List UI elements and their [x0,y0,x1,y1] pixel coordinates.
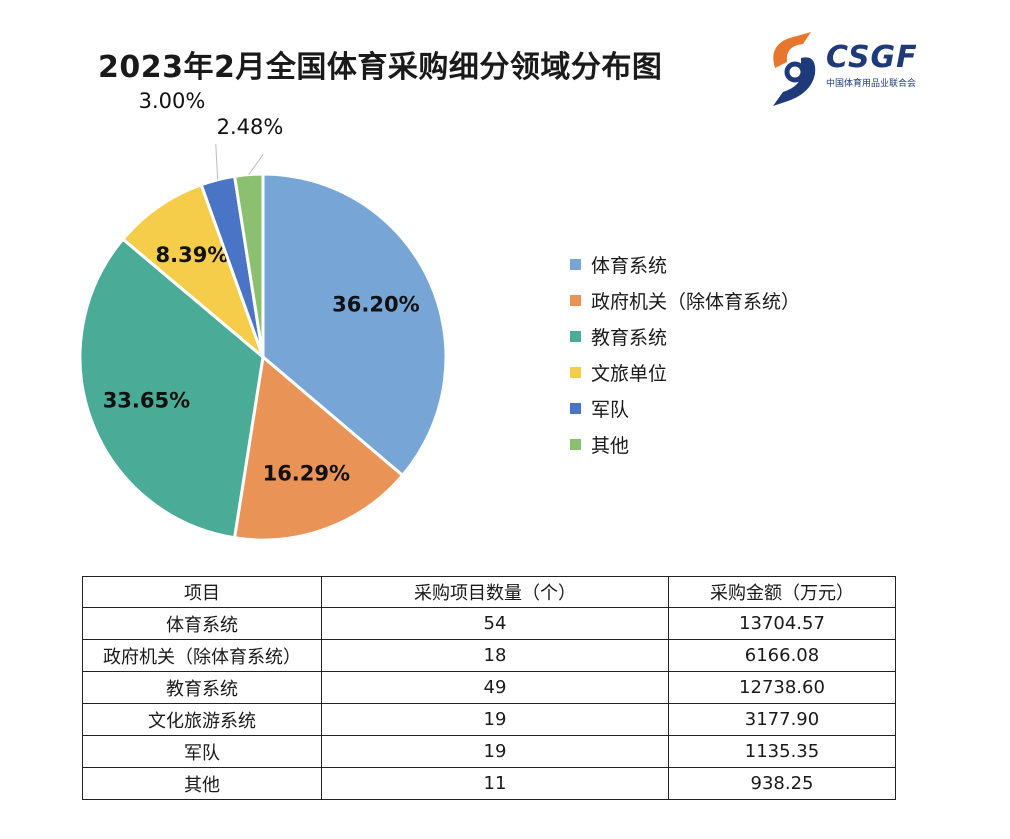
cell-item: 体育系统 [83,608,322,640]
legend-swatch [570,367,581,378]
header-item: 项目 [83,577,322,608]
table-row: 体育系统 54 13704.57 [83,608,896,640]
cell-count: 19 [322,736,669,768]
legend-item: 政府机关（除体育系统） [570,282,800,318]
cell-amount: 3177.90 [669,704,896,736]
legend-item: 教育系统 [570,318,800,354]
cell-item: 政府机关（除体育系统） [83,640,322,672]
cell-count: 54 [322,608,669,640]
cell-amount: 13704.57 [669,608,896,640]
header-count: 采购项目数量（个） [322,577,669,608]
pie-chart: 36.20% 16.29% 33.65% 8.39% 3.00% 2.48% [0,90,560,560]
pie-data-label: 36.20% [332,293,419,317]
procurement-table: 项目 采购项目数量（个） 采购金额（万元） 体育系统 54 13704.57 政府机关… [82,576,896,800]
logo-text: CSGF [826,40,918,75]
logo-subtitle: 中国体育用品业联合会 [826,76,916,89]
legend-label: 文旅单位 [591,359,667,386]
cell-count: 49 [322,672,669,704]
cell-item: 其他 [83,768,322,800]
cell-item: 军队 [83,736,322,768]
table-header-row: 项目 采购项目数量（个） 采购金额（万元） [83,577,896,608]
legend-label: 军队 [591,395,629,422]
cell-count: 19 [322,704,669,736]
table-row: 文化旅游系统 19 3177.90 [83,704,896,736]
pie-data-label: 8.39% [156,243,229,267]
cell-amount: 6166.08 [669,640,896,672]
legend-swatch [570,259,581,270]
pie-data-label: 3.00% [139,90,206,113]
table-row: 政府机关（除体育系统） 18 6166.08 [83,640,896,672]
pie-data-label: 16.29% [263,462,350,486]
chart-title: 2023年2月全国体育采购细分领域分布图 [98,42,662,86]
legend-swatch [570,403,581,414]
cell-amount: 1135.35 [669,736,896,768]
legend-label: 体育系统 [591,251,667,278]
legend-swatch [570,295,581,306]
cell-amount: 938.25 [669,768,896,800]
cell-item: 教育系统 [83,672,322,704]
chart-legend: 体育系统政府机关（除体育系统） 教育系统文旅单位军队其他 [570,246,800,462]
table-row: 教育系统 49 12738.60 [83,672,896,704]
pie-data-label: 2.48% [217,115,284,139]
pie-data-label: 33.65% [103,389,190,413]
legend-item: 其他 [570,426,800,462]
legend-swatch [570,439,581,450]
table-row: 其他 11 938.25 [83,768,896,800]
header-amount: 采购金额（万元） [669,577,896,608]
cell-item: 文化旅游系统 [83,704,322,736]
legend-item: 文旅单位 [570,354,800,390]
cell-count: 11 [322,768,669,800]
legend-label: 教育系统 [591,323,667,350]
legend-label: 政府机关（除体育系统） [591,287,800,314]
pie-leader-line [216,144,218,180]
pie-leader-line [249,154,263,174]
legend-item: 军队 [570,390,800,426]
table-row: 军队 19 1135.35 [83,736,896,768]
legend-item: 体育系统 [570,246,800,282]
legend-swatch [570,331,581,342]
legend-label: 其他 [591,431,629,458]
cell-count: 18 [322,640,669,672]
cell-amount: 12738.60 [669,672,896,704]
